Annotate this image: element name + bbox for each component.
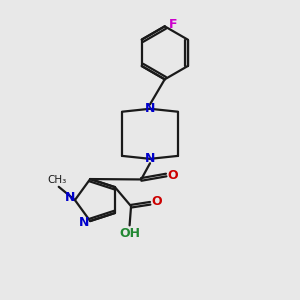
Text: O: O xyxy=(152,195,162,208)
Text: CH₃: CH₃ xyxy=(48,175,67,185)
Text: N: N xyxy=(64,191,75,204)
Text: OH: OH xyxy=(119,227,140,240)
Text: N: N xyxy=(79,216,89,229)
Text: F: F xyxy=(169,18,177,32)
Text: N: N xyxy=(145,152,155,165)
Text: N: N xyxy=(145,102,155,115)
Text: O: O xyxy=(167,169,178,182)
